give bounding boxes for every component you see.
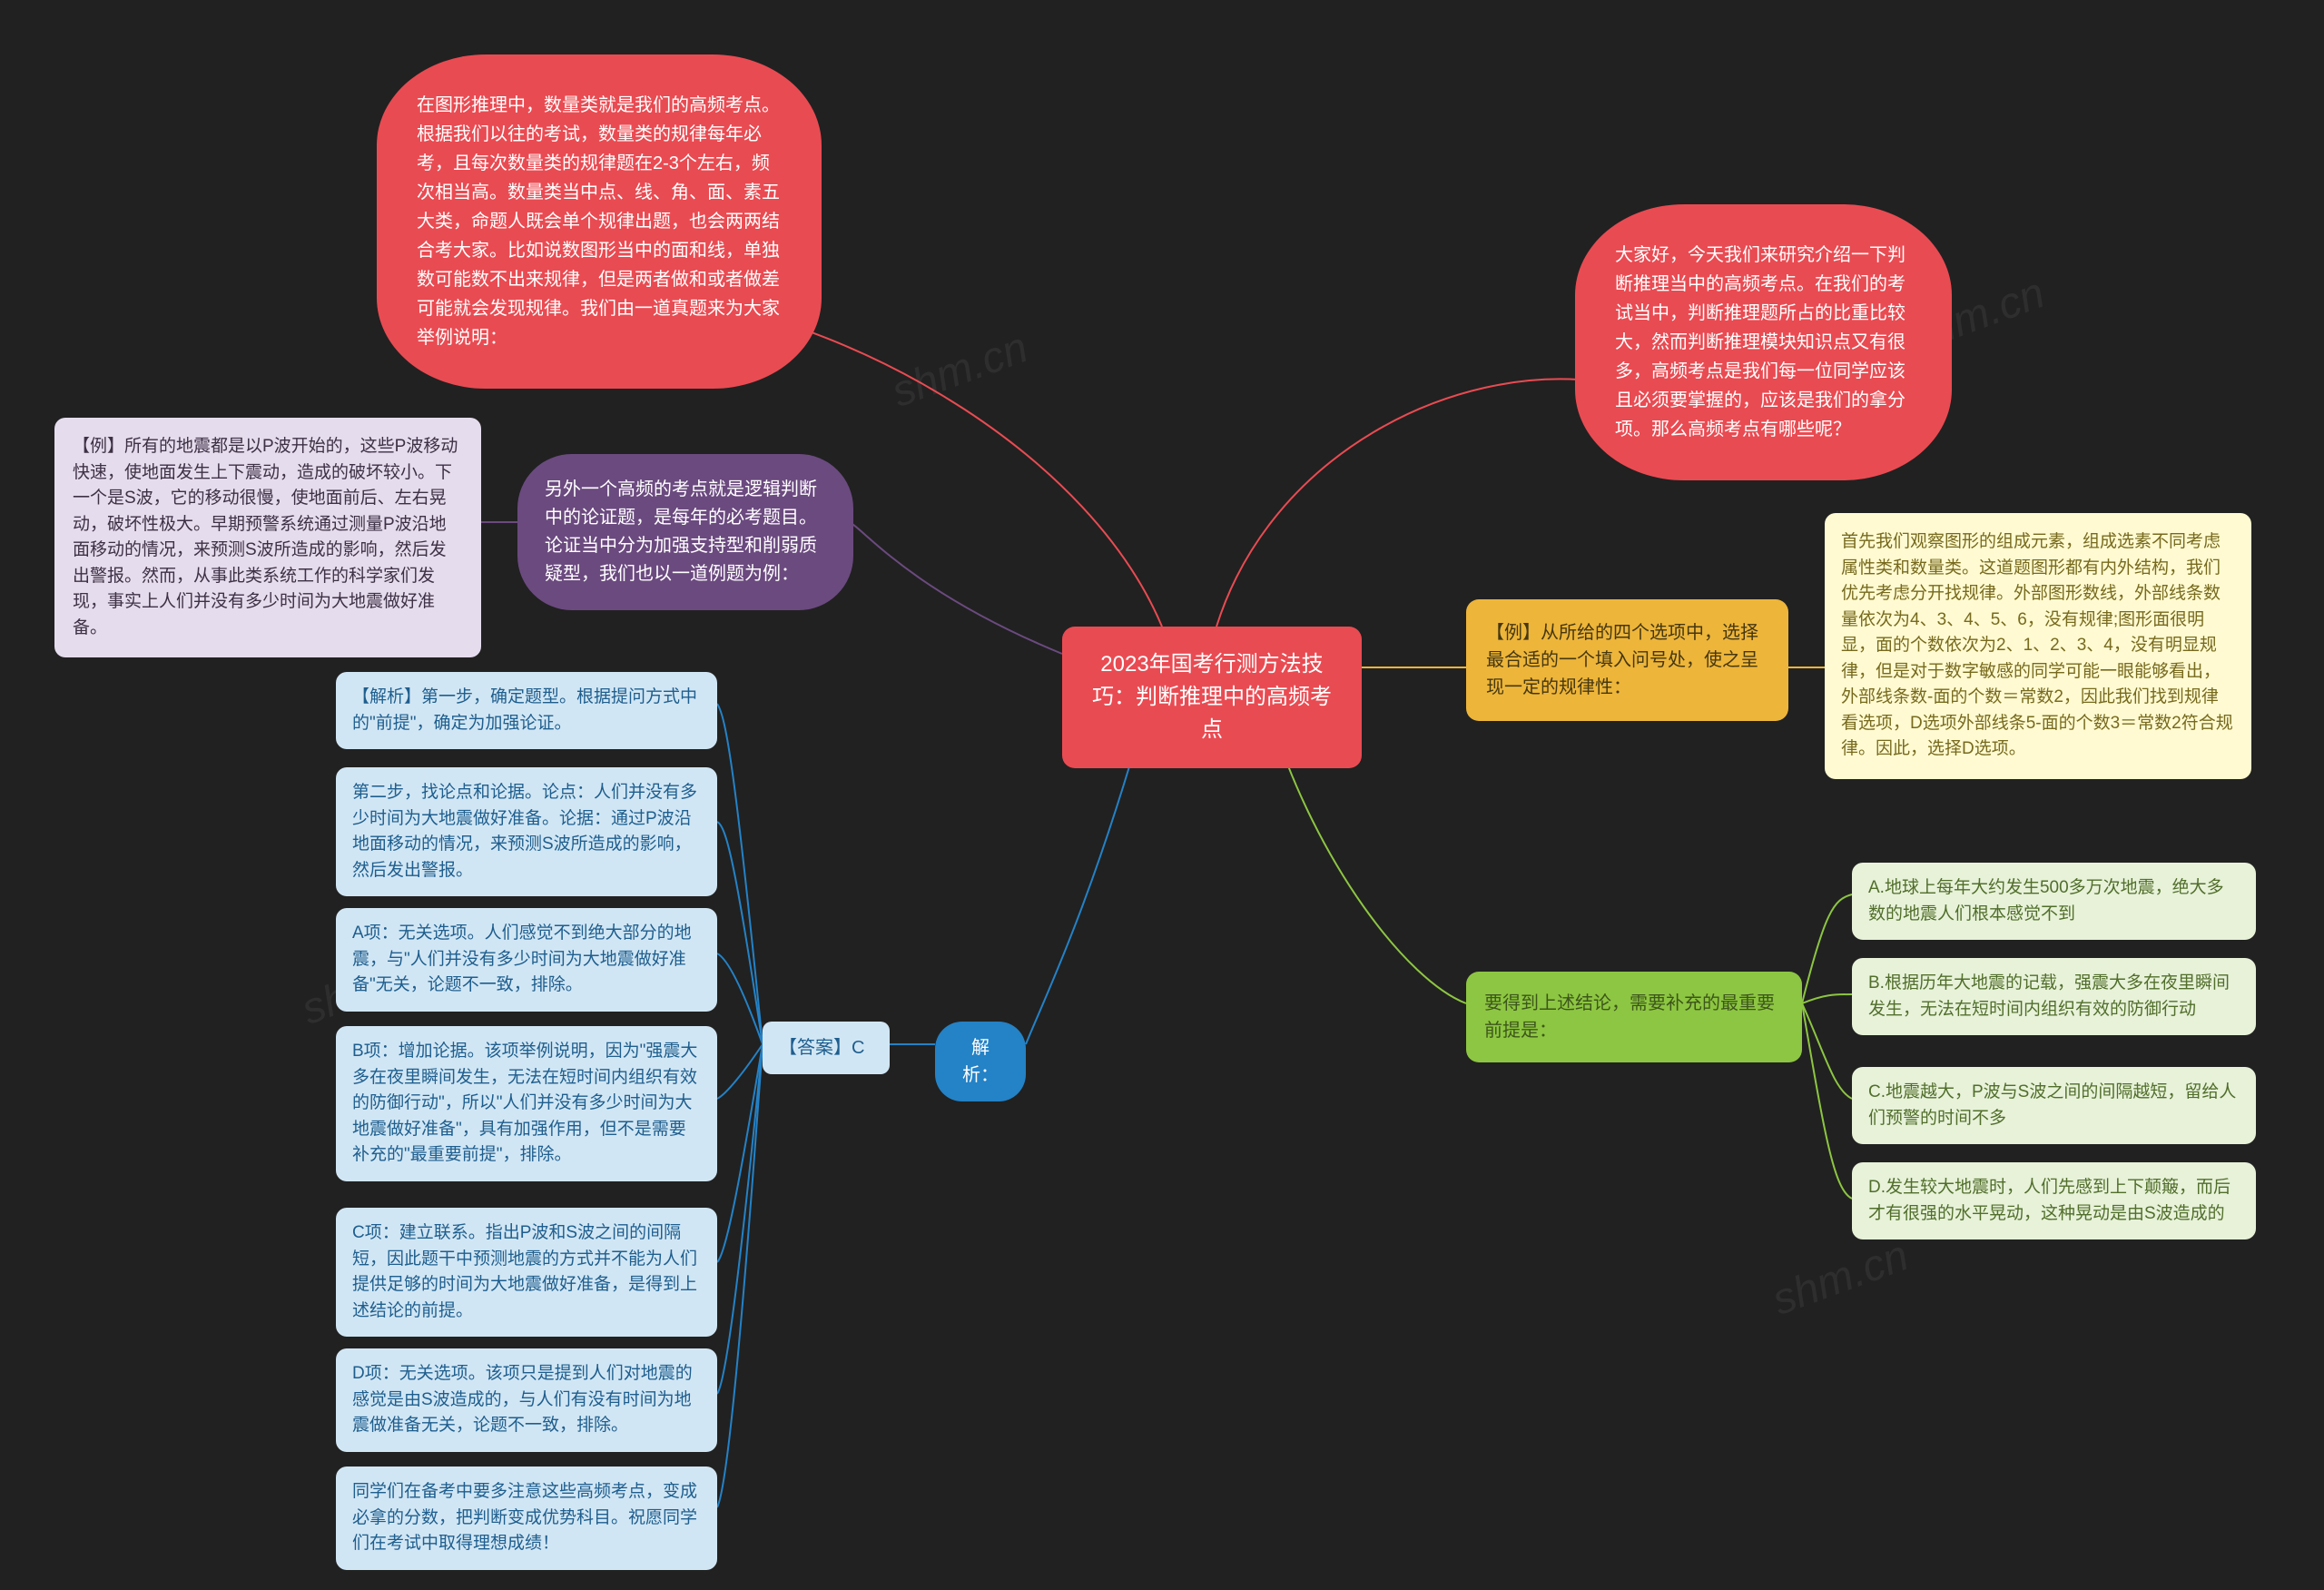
analysis-step-7: 同学们在备考中要多注意这些高频考点，变成必拿的分数，把判断变成优势科目。祝愿同学…: [336, 1467, 717, 1570]
premise-option-a: A.地球上每年大约发生500多万次地震，绝大多数的地震人们根本感觉不到: [1852, 863, 2256, 940]
example-options-prompt: 【例】从所给的四个选项中，选择最合适的一个填入问号处，使之呈现一定的规律性：: [1466, 599, 1788, 721]
analysis-step-3: A项：无关选项。人们感觉不到绝大部分的地震，与"人们并没有多少时间为大地震做好准…: [336, 908, 717, 1012]
example-options-analysis: 首先我们观察图形的组成元素，组成选素不同考虑属性类和数量类。这道题图形都有内外结…: [1825, 513, 2251, 779]
logic-argument-intro: 另外一个高频的考点就是逻辑判断中的论证题，是每年的必考题目。论证当中分为加强支持…: [517, 454, 853, 610]
analysis-answer: 【答案】C: [763, 1022, 890, 1074]
premise-question: 要得到上述结论，需要补充的最重要前提是：: [1466, 972, 1802, 1062]
analysis-step-1: 【解析】第一步，确定题型。根据提问方式中的"前提"，确定为加强论证。: [336, 672, 717, 749]
premise-option-c: C.地震越大，P波与S波之间的间隔越短，留给人们预警的时间不多: [1852, 1067, 2256, 1144]
premise-option-b: B.根据历年大地震的记载，强震大多在夜里瞬间发生，无法在短时间内组织有效的防御行…: [1852, 958, 2256, 1035]
graphic-reasoning-intro: 在图形推理中，数量类就是我们的高频考点。根据我们以往的考试，数量类的规律每年必考…: [377, 54, 822, 389]
analysis-step-5: C项：建立联系。指出P波和S波之间的间隔短，因此题干中预测地震的方式并不能为人们…: [336, 1208, 717, 1337]
analysis-step-4: B项：增加论据。该项举例说明，因为"强震大多在夜里瞬间发生，无法在短时间内组织有…: [336, 1026, 717, 1181]
earthquake-example: 【例】所有的地震都是以P波开始的，这些P波移动快速，使地面发生上下震动，造成的破…: [54, 418, 481, 657]
analysis-step-2: 第二步，找论点和论据。论点：人们并没有多少时间为大地震做好准备。论据：通过P波沿…: [336, 767, 717, 896]
analysis-step-6: D项：无关选项。该项只是提到人们对地震的感觉是由S波造成的，与人们有没有时间为地…: [336, 1348, 717, 1452]
intro-text: 大家好，今天我们来研究介绍一下判断推理当中的高频考点。在我们的考试当中，判断推理…: [1575, 204, 1952, 480]
watermark: shm.cn: [1766, 1230, 1915, 1326]
premise-option-d: D.发生较大地震时，人们先感到上下颠簸，而后才有很强的水平晃动，这种晃动是由S波…: [1852, 1162, 2256, 1239]
center-topic: 2023年国考行测方法技巧：判断推理中的高频考点: [1062, 627, 1362, 768]
analysis-label: 解析：: [935, 1022, 1026, 1101]
watermark: shm.cn: [885, 322, 1034, 418]
